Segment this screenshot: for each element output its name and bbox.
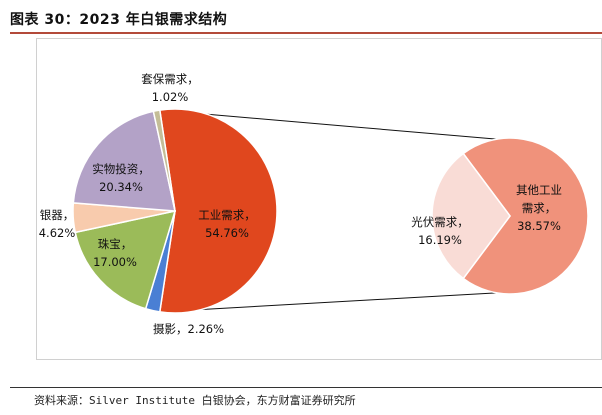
chart-area: 工业需求， 54.76% 摄影，2.26% 珠宝， 17.00% 银器， 4.62% 实物投资… — [36, 38, 602, 360]
sub-pie-slice-0 — [462, 137, 589, 295]
sub-pie-slice-1 — [431, 152, 511, 280]
bottom-rule — [10, 387, 602, 388]
pie-slice-2 — [74, 210, 177, 310]
connector-top — [159, 109, 497, 140]
pie-slice-4 — [72, 110, 176, 212]
sub-pie-label-1: 光伏需求， 16.19% — [411, 215, 469, 247]
pie-slice-0 — [158, 108, 278, 314]
pie-label-5: 套保需求， 1.02% — [141, 72, 199, 104]
pie-label-0: 工业需求， 54.76% — [198, 208, 256, 240]
pie-label-2: 珠宝， 17.00% — [93, 237, 137, 269]
connector-bottom — [159, 292, 497, 313]
title-rule — [10, 32, 602, 34]
pie-slice-5 — [152, 109, 176, 212]
source-note: 资料来源：Silver Institute 白银协会，东方财富证券研究所 — [34, 394, 356, 407]
figure-title: 图表 30：2023 年白银需求结构 — [10, 12, 228, 28]
pie-label-3: 银器， 4.62% — [39, 208, 76, 240]
pie-label-1: 摄影，2.26% — [153, 322, 224, 336]
pie-label-4: 实物投资， 20.34% — [92, 162, 150, 194]
sub-pie-label-0: 其他工业需求， 38.57% — [516, 183, 562, 233]
pie-of-pie-chart: 工业需求， 54.76% 摄影，2.26% 珠宝， 17.00% 银器， 4.62% 实物投资… — [39, 72, 589, 336]
